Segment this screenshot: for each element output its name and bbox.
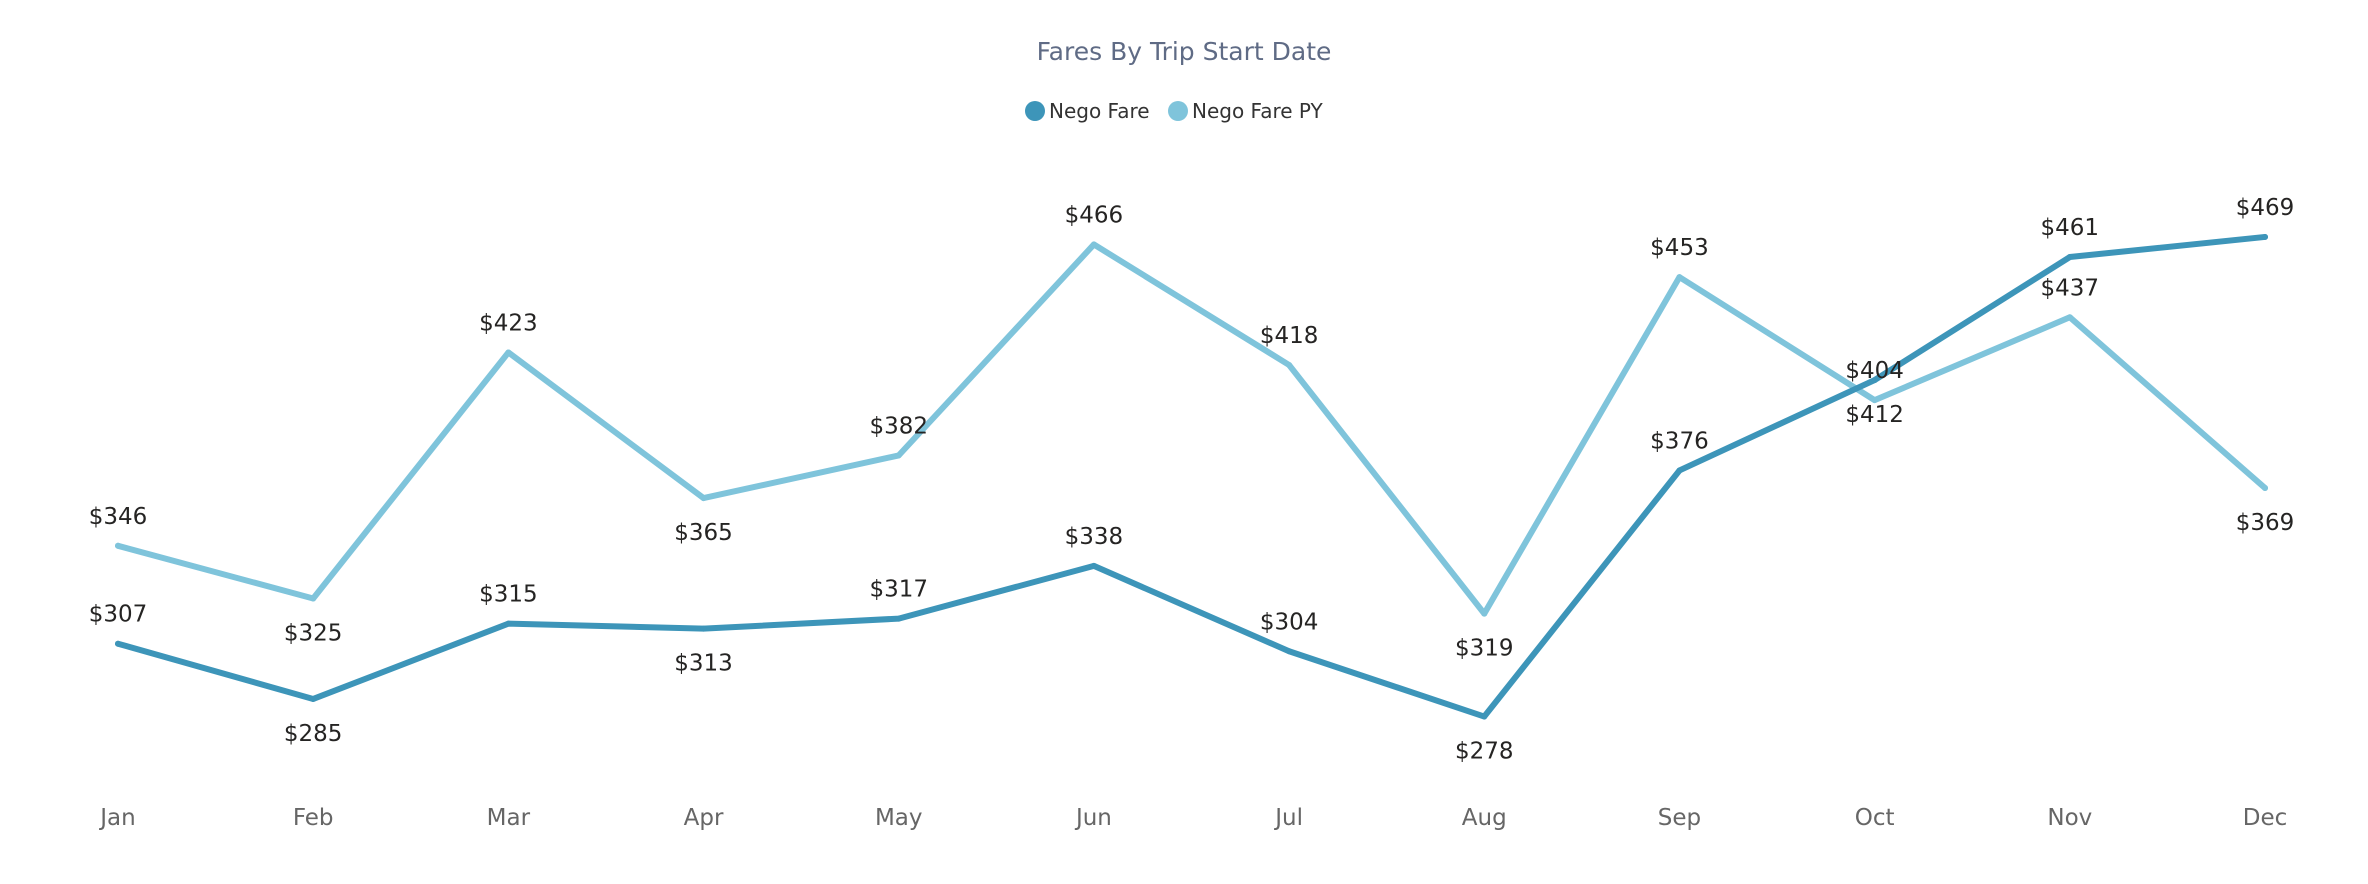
data-label: $319	[1455, 636, 1514, 662]
x-axis: Jan Feb Mar Apr May Jun Jul Aug Sep Oct Nov Dec	[98, 805, 2287, 831]
legend-marker-icon	[1168, 101, 1188, 121]
data-label: $469	[2236, 195, 2295, 221]
data-point[interactable]	[895, 615, 902, 622]
data-label: $307	[89, 602, 148, 628]
data-label: $285	[284, 721, 343, 747]
data-point[interactable]	[2262, 233, 2268, 240]
data-label: $369	[2236, 510, 2295, 536]
data-label: $338	[1065, 524, 1124, 550]
data-label: $304	[1260, 609, 1319, 635]
legend-item-0[interactable]: Nego Fare	[1025, 99, 1150, 123]
data-point[interactable]	[2066, 254, 2073, 261]
data-point[interactable]	[1676, 274, 1683, 281]
data-point[interactable]	[1871, 377, 1878, 384]
data-label: $418	[1260, 323, 1319, 349]
data-point[interactable]	[895, 452, 902, 459]
data-label: $278	[1455, 739, 1514, 765]
data-point[interactable]	[505, 620, 512, 627]
data-label: $461	[2041, 215, 2100, 241]
data-point[interactable]	[1871, 397, 1878, 404]
x-tick-label: Apr	[684, 805, 724, 831]
x-tick-label: Jan	[98, 805, 135, 831]
data-point[interactable]	[505, 349, 512, 356]
data-label: $453	[1650, 235, 1709, 261]
legend[interactable]: Nego Fare Nego Fare PY	[1025, 99, 1324, 123]
data-point[interactable]	[1090, 241, 1097, 248]
data-point[interactable]	[700, 495, 707, 502]
data-point[interactable]	[115, 640, 121, 647]
data-point[interactable]	[1481, 610, 1488, 617]
data-point[interactable]	[1286, 362, 1293, 369]
x-tick-label: Nov	[2047, 805, 2092, 831]
data-label: $346	[89, 504, 148, 530]
data-label: $365	[674, 520, 733, 546]
x-tick-label: Feb	[293, 805, 334, 831]
data-label: $313	[674, 651, 733, 677]
data-label: $412	[1845, 402, 1904, 428]
legend-label: Nego Fare PY	[1192, 99, 1324, 123]
data-point[interactable]	[1481, 713, 1488, 720]
data-point[interactable]	[2066, 314, 2073, 321]
x-tick-label: Jun	[1074, 805, 1112, 831]
x-tick-label: Jul	[1273, 805, 1303, 831]
data-point[interactable]	[1090, 562, 1097, 569]
x-tick-label: Aug	[1462, 805, 1507, 831]
x-tick-label: Dec	[2243, 805, 2288, 831]
legend-marker-icon	[1025, 101, 1045, 121]
data-point[interactable]	[1676, 467, 1683, 474]
data-point[interactable]	[310, 595, 317, 602]
x-tick-label: Sep	[1658, 805, 1701, 831]
legend-label: Nego Fare	[1049, 99, 1150, 123]
data-label: $317	[869, 577, 928, 603]
x-tick-label: Oct	[1855, 805, 1895, 831]
data-point[interactable]	[115, 542, 121, 549]
x-tick-label: May	[875, 805, 923, 831]
data-label: $466	[1065, 202, 1124, 228]
data-label: $423	[479, 310, 538, 336]
series-line-nego-fare[interactable]	[115, 233, 2268, 720]
data-label: $382	[869, 413, 928, 439]
data-point[interactable]	[310, 695, 317, 702]
data-point[interactable]	[700, 625, 707, 632]
data-label: $437	[2041, 275, 2100, 301]
data-label: $376	[1650, 428, 1709, 454]
legend-item-1[interactable]: Nego Fare PY	[1168, 99, 1324, 123]
data-point[interactable]	[1286, 648, 1293, 655]
series-line-nego-fare-py[interactable]	[115, 241, 2268, 617]
data-label: $315	[479, 582, 538, 608]
x-tick-label: Mar	[487, 805, 531, 831]
data-point[interactable]	[2262, 485, 2268, 492]
data-label: $325	[284, 621, 343, 647]
data-label: $404	[1845, 358, 1904, 384]
chart-title: Fares By Trip Start Date	[1037, 37, 1332, 66]
